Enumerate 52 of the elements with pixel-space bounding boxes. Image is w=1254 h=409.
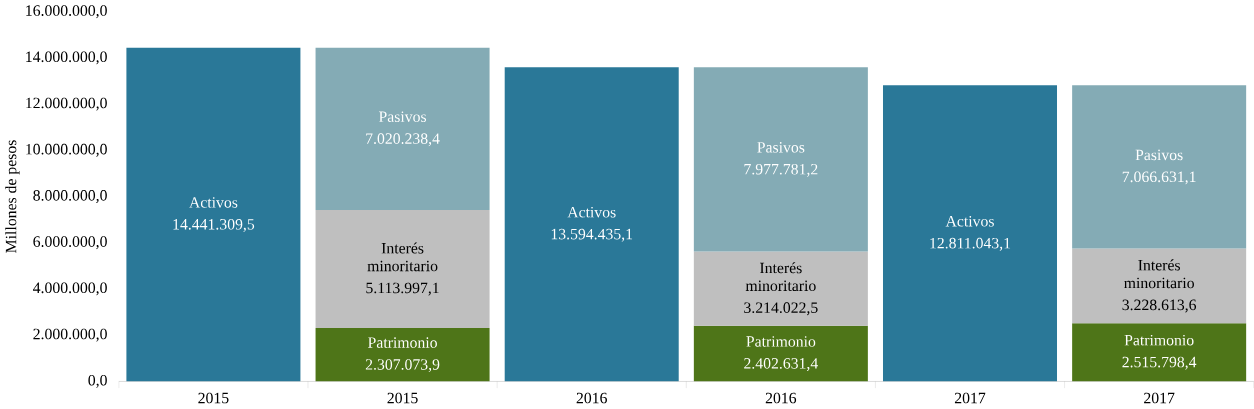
bar — [1072, 323, 1247, 382]
series-label: Activos — [945, 216, 994, 227]
y-tick-label: 8.000.000,0 — [33, 190, 107, 204]
bar — [1072, 85, 1247, 249]
bar — [126, 47, 301, 382]
bar — [504, 67, 679, 382]
data-label: 2.402.631,4 — [744, 358, 818, 372]
y-tick-label: 6.000.000,0 — [33, 236, 107, 250]
y-tick-label: 0,0 — [88, 375, 107, 388]
y-tick-label: 14.000.000,0 — [26, 51, 107, 65]
x-tick-label: 2015 — [387, 392, 418, 404]
data-label: 3.228.613,6 — [1122, 299, 1197, 313]
text: Pasivos — [757, 142, 805, 153]
y-axis-title: Millones de pesos — [5, 140, 20, 254]
text: Interés minoritario — [1124, 259, 1194, 289]
data-label: 3.214.022,5 — [744, 302, 818, 316]
text: Activos — [189, 197, 238, 208]
y-tick-label: 4.000.000,0 — [33, 282, 107, 296]
text: Interés minoritario — [367, 242, 438, 272]
text: Pasivos — [378, 111, 427, 123]
x-tick-label: 2015 — [198, 392, 229, 404]
y-tick-label: 2.000.000,0 — [33, 328, 107, 342]
x-tick-label: 2017 — [1144, 392, 1175, 404]
data-label: 14.441.309,5 — [173, 219, 255, 233]
x-tick-label: 2017 — [954, 392, 986, 404]
data-label: 5.113.997,1 — [366, 282, 439, 296]
data-label: 7.066.631,1 — [1122, 171, 1196, 185]
text: Patrimonio — [746, 336, 816, 347]
text: Activos — [567, 207, 616, 218]
data-label: 2.515.798,4 — [1122, 356, 1197, 370]
bar — [693, 326, 868, 382]
data-label: 13.594.435,1 — [551, 229, 633, 242]
y-tick-label: 16.000.000,0 — [26, 5, 107, 19]
bar — [315, 47, 490, 211]
data-label: 7.977.781,2 — [744, 164, 818, 178]
series-label: Pasivos — [1135, 149, 1183, 161]
series-label: Interés minoritario — [745, 262, 816, 292]
bar — [693, 67, 868, 252]
data-label: 12.811.043,1 — [930, 238, 1011, 251]
bar — [1072, 248, 1247, 324]
y-tick-label: 12.000.000,0 — [26, 97, 107, 111]
text: Patrimonio — [1124, 335, 1194, 346]
y-tick-label: 10.000.000,0 — [26, 144, 107, 157]
bar — [315, 210, 490, 329]
bar — [693, 251, 868, 327]
x-tick-label: 2016 — [765, 392, 797, 404]
data-label: 2.307.073,9 — [365, 359, 440, 373]
bar — [315, 328, 490, 382]
series-label: Patrimonio — [368, 337, 437, 349]
data-label: 7.020.238,4 — [366, 133, 440, 147]
x-tick-label: 2016 — [576, 392, 607, 404]
bar — [883, 85, 1058, 382]
